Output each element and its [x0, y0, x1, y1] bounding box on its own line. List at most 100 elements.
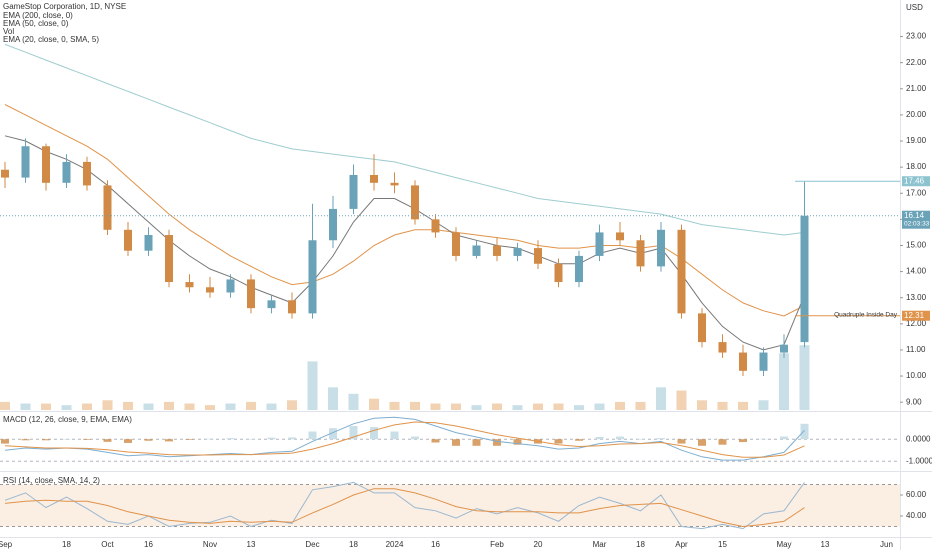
candle-body [780, 344, 788, 353]
candle-body [452, 232, 460, 256]
macd-histogram-bar [185, 439, 194, 440]
volume-bar [676, 390, 687, 410]
macd-histogram-bar [677, 439, 686, 444]
x-tick-label: 18 [636, 540, 645, 549]
candle-body [21, 146, 30, 178]
chart-title: GameStop Corporation, 1D, NYSE [3, 2, 126, 11]
volume-bar [328, 387, 338, 410]
ema-line [4, 135, 805, 351]
volume-bar [82, 403, 92, 410]
candle-body [226, 279, 235, 293]
candle-body [759, 352, 768, 371]
volume-bar [615, 401, 625, 410]
macd-histogram-bar [124, 439, 132, 443]
macd-histogram-bar [349, 426, 358, 440]
macd-histogram-bar [698, 439, 706, 446]
volume-bar [697, 400, 707, 410]
pane-title: MACD (12, 26, close, 9, EMA, EMA) [3, 415, 132, 424]
volume-bar [594, 403, 605, 410]
candle-body [206, 287, 214, 293]
plot: 9.0010.0011.0012.0013.0014.0015.0016.001… [0, 32, 932, 549]
volume-bar [717, 401, 728, 410]
y-tick-label: 40.00 [906, 511, 927, 520]
x-tick-label: 13 [247, 540, 256, 549]
x-tick-label: Mar [593, 540, 607, 549]
candle-body [62, 161, 71, 183]
volume-bar [225, 403, 236, 410]
x-tick-label: May [776, 540, 791, 549]
rsi-line [4, 481, 805, 530]
x-tick-label: 16 [144, 540, 153, 549]
y-tick-label: 20.00 [906, 110, 927, 119]
y-tick-label: 11.00 [906, 345, 926, 354]
macd-histogram-bar [472, 439, 481, 446]
candle-body [267, 300, 276, 309]
volume-bar [389, 401, 400, 410]
macd-histogram-bar [308, 431, 317, 440]
x-tick-label: Jun [880, 540, 893, 549]
x-tick-label: 2024 [386, 540, 404, 549]
rsi-line [4, 488, 805, 528]
macd-histogram-bar [247, 439, 255, 440]
price-label-box [902, 210, 930, 229]
x-tick-label: 13 [821, 540, 830, 549]
macd-histogram-bar [288, 437, 296, 440]
macd-histogram-bar [42, 439, 50, 441]
macd-histogram-bar [554, 439, 563, 444]
y-tick-label: 0.0000 [906, 434, 931, 443]
volume-bar [758, 400, 769, 410]
volume-bar [553, 403, 564, 410]
y-tick-label: 12.00 [906, 319, 927, 328]
macd-histogram-bar [718, 439, 727, 445]
y-tick-label: 23.00 [906, 32, 927, 41]
macd-histogram-bar [800, 423, 809, 440]
macd-histogram-bar [329, 428, 337, 440]
candle-body [103, 185, 112, 230]
x-tick-label: Dec [305, 540, 319, 549]
volume-bar [266, 403, 277, 410]
candle-body [493, 245, 501, 256]
volume-bar [184, 403, 195, 410]
candle-body [1, 169, 9, 178]
candle-body [739, 352, 747, 371]
macd-histogram-bar [739, 439, 747, 443]
candle-body [329, 208, 337, 241]
macd-line [4, 421, 805, 458]
volume-bar [512, 405, 523, 410]
y-tick-label: 15.00 [906, 241, 927, 250]
legend-entry: EMA (200, close, 0) [3, 11, 73, 20]
x-tick-label: Nov [203, 540, 217, 549]
volume-bar [738, 401, 748, 410]
legend-entry: EMA (20, close, 0, SMA, 5) [3, 35, 99, 44]
y-tick-label: -1.0000 [906, 456, 932, 465]
macd-histogram-bar [370, 427, 378, 440]
ema-line [4, 43, 805, 236]
price-label: 16.14 [904, 211, 925, 220]
volume-bar [20, 403, 31, 410]
volume-bar [123, 401, 133, 410]
macd-histogram-bar [411, 436, 419, 440]
macd-histogram-bar [759, 438, 768, 440]
candle-body [800, 215, 809, 343]
candle-body [370, 174, 378, 183]
candle-body [575, 255, 583, 283]
y-tick-label: 10.00 [906, 371, 927, 380]
macd-histogram-bar [103, 439, 112, 442]
macd-histogram-bar [62, 439, 71, 440]
y-tick-label: 17.00 [906, 188, 927, 197]
candle-body [534, 248, 542, 264]
candle-body [472, 245, 481, 256]
y-tick-label: 21.00 [906, 84, 927, 93]
candle-body [288, 300, 296, 314]
volume-bar [656, 387, 666, 410]
macd-line [4, 416, 805, 461]
candle-body [185, 282, 194, 288]
candle-body [42, 146, 50, 183]
volume-bar [143, 403, 154, 410]
x-tick-label: Apr [675, 540, 688, 549]
x-tick-label: Sep [0, 540, 13, 549]
macd-histogram-bar [780, 436, 788, 440]
macd-histogram-bar [513, 439, 522, 445]
x-tick-label: 18 [349, 540, 358, 549]
candle-body [698, 313, 706, 343]
